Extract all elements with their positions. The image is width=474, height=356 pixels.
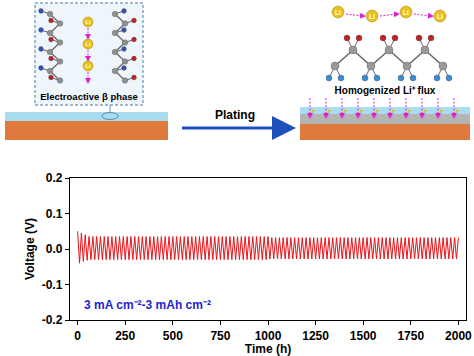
svg-text:Li: Li xyxy=(403,9,409,16)
svg-text:1750: 1750 xyxy=(397,329,424,343)
svg-text:0: 0 xyxy=(74,329,81,343)
svg-text:Time (h): Time (h) xyxy=(245,342,291,356)
svg-text:1000: 1000 xyxy=(255,329,282,343)
svg-text:500: 500 xyxy=(163,329,183,343)
svg-text:-0.1: -0.1 xyxy=(42,278,63,292)
svg-text:3 mA cm⁻²-3 mAh cm⁻²: 3 mA cm⁻²-3 mAh cm⁻² xyxy=(84,298,211,312)
svg-text:0.2: 0.2 xyxy=(46,171,63,185)
svg-text:0.1: 0.1 xyxy=(46,207,63,221)
svg-text:Li: Li xyxy=(86,41,91,47)
svg-text:Electroactive β phase: Electroactive β phase xyxy=(40,91,138,102)
svg-text:Li: Li xyxy=(335,9,341,16)
svg-text:Homogenized Li⁺ flux: Homogenized Li⁺ flux xyxy=(335,85,436,96)
svg-text:Li: Li xyxy=(86,19,91,25)
svg-text:1500: 1500 xyxy=(350,329,377,343)
svg-text:Li: Li xyxy=(86,63,91,69)
svg-text:Li: Li xyxy=(437,13,443,20)
svg-text:250: 250 xyxy=(115,329,135,343)
svg-text:Voltage (V): Voltage (V) xyxy=(23,218,37,280)
svg-text:Plating: Plating xyxy=(215,108,255,122)
svg-text:1250: 1250 xyxy=(302,329,329,343)
svg-text:0.0: 0.0 xyxy=(46,242,63,256)
svg-text:750: 750 xyxy=(210,329,230,343)
svg-text:-0.2: -0.2 xyxy=(42,313,63,327)
svg-text:Li: Li xyxy=(369,13,375,20)
svg-text:2000: 2000 xyxy=(445,329,472,343)
